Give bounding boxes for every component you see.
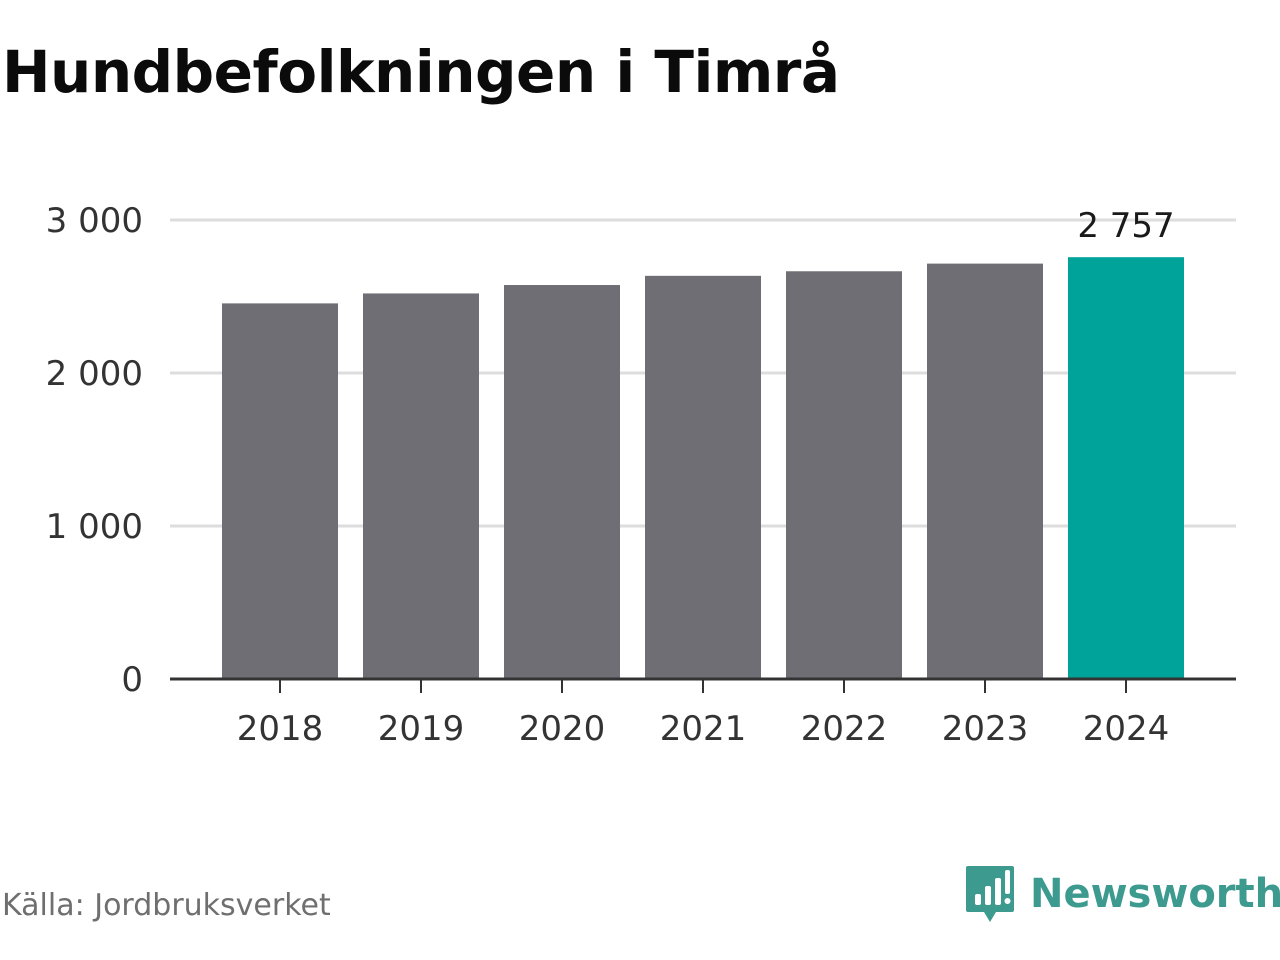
- bar-2020: [504, 285, 620, 679]
- bar-2024: [1068, 257, 1184, 679]
- x-tick-label: 2018: [237, 709, 324, 749]
- data-label: 2 757: [1077, 206, 1174, 246]
- y-tick-label: 0: [121, 660, 143, 700]
- bar-chart: 0 1 000 2 000 3 000 2018 2019 2020 2021 2022 2023…: [46, 201, 1236, 749]
- x-tick-label: 2019: [378, 709, 465, 749]
- x-tick-label: 2020: [519, 709, 606, 749]
- x-tick-label: 2023: [942, 709, 1029, 749]
- x-tick-label: 2022: [801, 709, 888, 749]
- newsworthy-logo-icon: [966, 866, 1014, 922]
- axes: [170, 677, 1236, 693]
- bar-2023: [927, 263, 1043, 679]
- y-tick-label: 3 000: [46, 201, 143, 241]
- source-note: Källa: Jordbruksverket: [2, 888, 331, 923]
- brand-logo: Newsworthy: [964, 862, 1280, 926]
- brand-name: Newsworthy: [1030, 871, 1280, 917]
- bar-2021: [645, 275, 761, 679]
- labels: 0 1 000 2 000 3 000 2018 2019 2020 2021 2022 2023…: [46, 201, 1175, 749]
- bar-2019: [363, 293, 479, 679]
- bar-2022: [786, 271, 902, 679]
- y-tick-label: 2 000: [46, 354, 143, 394]
- y-tick-label: 1 000: [46, 507, 143, 547]
- chart-title: Hundbefolkningen i Timrå: [2, 38, 840, 106]
- x-tick-label: 2024: [1083, 709, 1170, 749]
- x-tick-label: 2021: [660, 709, 747, 749]
- bar-2018: [222, 303, 338, 679]
- bars: [222, 257, 1184, 679]
